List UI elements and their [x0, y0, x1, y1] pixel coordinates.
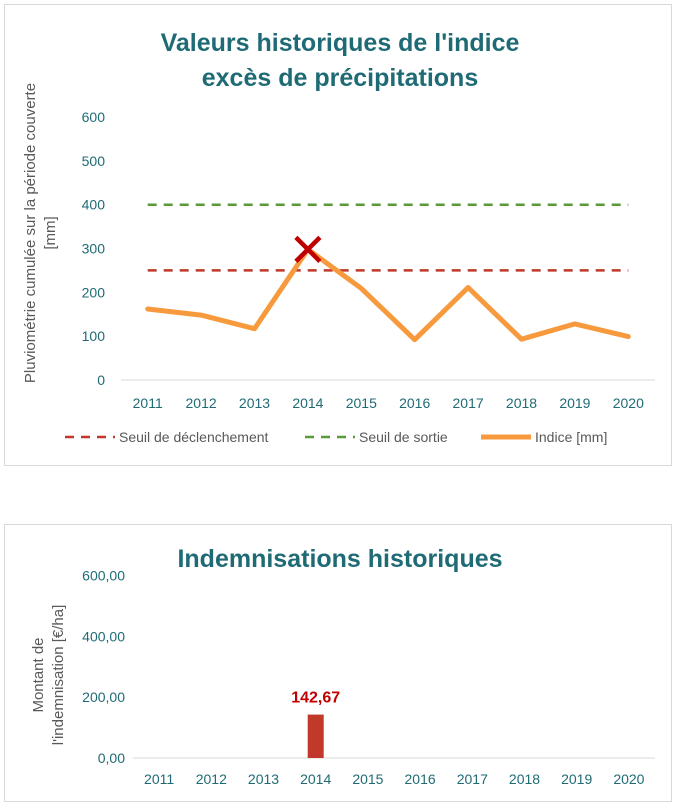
y-axis-label-line-1: Pluviométrie cumulée sur la période couv… [22, 83, 39, 383]
indice-chart-panel: Valeurs historiques de l'indice excès de… [4, 4, 672, 466]
y-tick-label: 300 [82, 241, 106, 257]
x-tick-label: 2013 [248, 771, 279, 787]
x-tick-label: 2012 [196, 771, 227, 787]
y-tick-label: 100 [82, 328, 106, 344]
y-tick-label: 200,00 [82, 689, 125, 705]
legend-label: Indice [mm] [535, 429, 607, 445]
x-tick-label: 2013 [239, 395, 270, 411]
x-tick-label: 2015 [346, 395, 377, 411]
y-tick-label: 0,00 [98, 750, 125, 766]
y-tick-label: 0 [97, 372, 105, 388]
x-tick-label: 2018 [509, 771, 540, 787]
y-axis-label-line-2: l'indemnisation [€/ha] [50, 605, 67, 745]
x-tick-label: 2017 [453, 395, 484, 411]
x-tick-label: 2014 [292, 395, 323, 411]
x-tick-label: 2011 [144, 771, 174, 787]
x-tick-label: 2014 [300, 771, 331, 787]
chart-title-line-2: excès de précipitations [202, 64, 479, 92]
x-tick-label: 2016 [399, 395, 430, 411]
x-tick-label: 2015 [352, 771, 383, 787]
x-tick-label: 2011 [133, 395, 163, 411]
data-label-2014: 142,67 [291, 690, 340, 707]
y-tick-label: 500 [82, 153, 106, 169]
y-tick-label: 400,00 [82, 628, 125, 644]
chart-title: Indemnisations historiques [177, 545, 502, 573]
indemnisation-chart: Indemnisations historiques Montant de l'… [30, 545, 655, 787]
legend-label: Seuil de déclenchement [119, 429, 269, 445]
x-tick-label: 2019 [561, 771, 592, 787]
bar-2014 [307, 714, 324, 758]
legend-label: Seuil de sortie [359, 429, 448, 445]
chart-title-line-1: Valeurs historiques de l'indice [161, 29, 520, 57]
y-tick-label: 600,00 [82, 567, 125, 583]
y-tick-label: 600 [82, 109, 106, 125]
x-tick-label: 2020 [613, 771, 644, 787]
indice-chart: Valeurs historiques de l'indice excès de… [22, 29, 655, 445]
x-tick-label: 2020 [613, 395, 644, 411]
y-tick-label: 400 [82, 197, 106, 213]
x-tick-label: 2019 [559, 395, 590, 411]
series-line-2 [145, 246, 631, 343]
x-tick-label: 2012 [186, 395, 217, 411]
x-marker-stroke [294, 235, 322, 263]
x-tick-label: 2018 [506, 395, 537, 411]
x-tick-label: 2016 [405, 771, 436, 787]
x-tick-label: 2017 [457, 771, 488, 787]
y-tick-label: 200 [82, 284, 106, 300]
y-axis-label-line-2: [mm] [42, 216, 59, 249]
y-axis-label-line-1: Montant de [30, 637, 47, 712]
indemnisation-chart-panel: Indemnisations historiques Montant de l'… [4, 524, 672, 802]
